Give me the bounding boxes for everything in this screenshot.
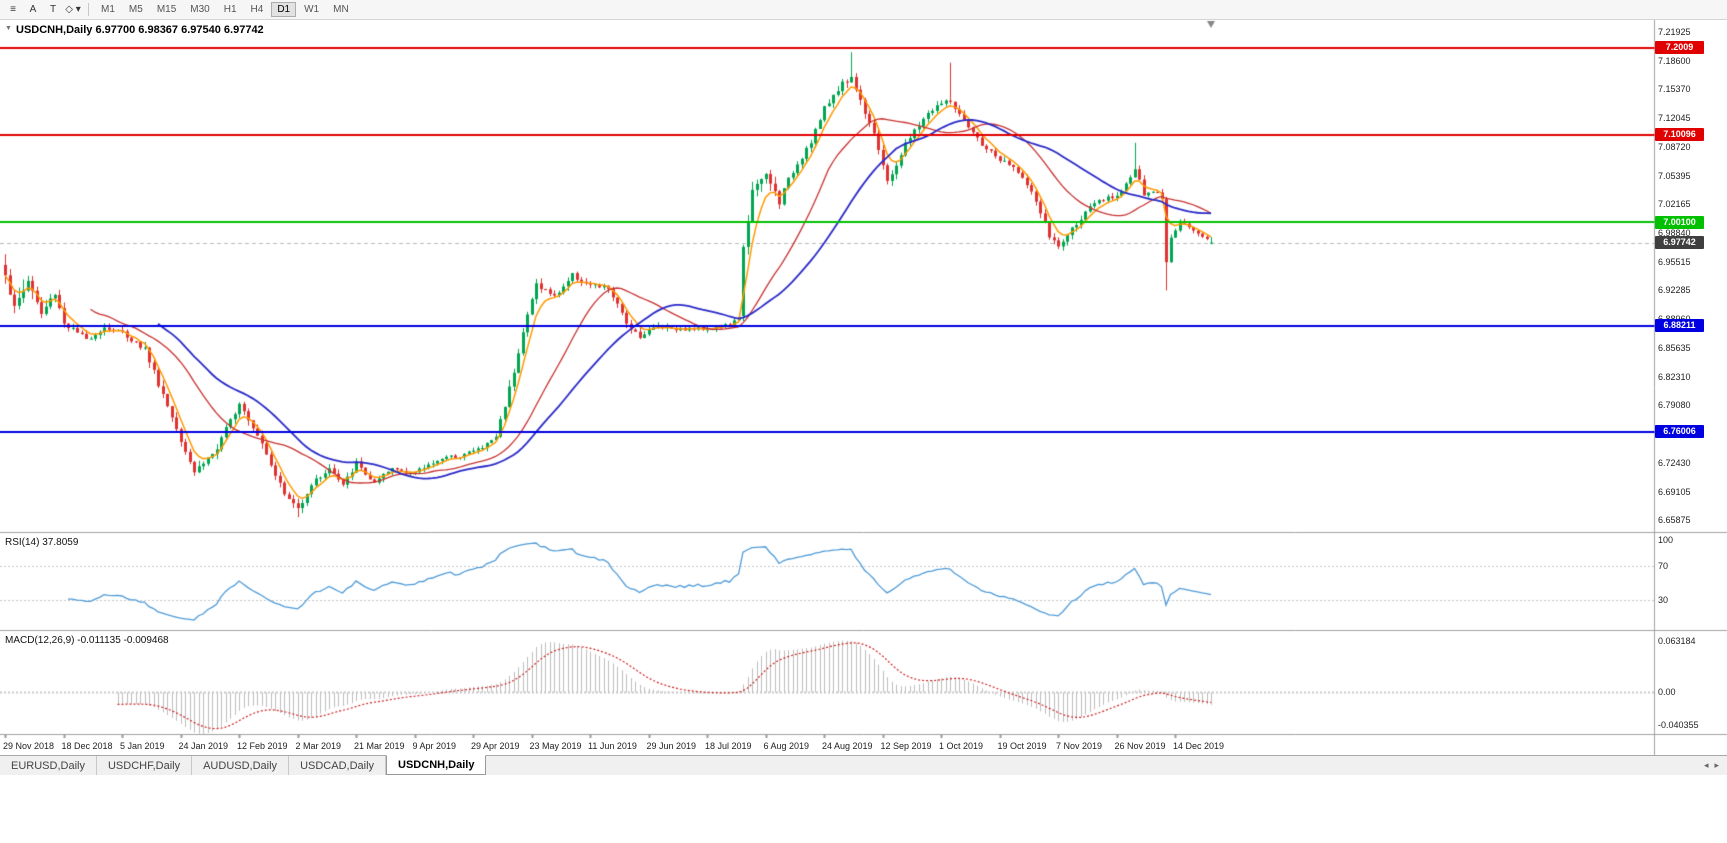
tab-scroll-right-button[interactable]: ▸ bbox=[1714, 760, 1719, 770]
chart-tab-bar: EURUSD,Daily USDCHF,Daily AUDUSD,Daily USDC… bbox=[0, 755, 1727, 775]
toolbar-separator bbox=[88, 3, 89, 16]
tab-scroll-left-button[interactable]: ◂ bbox=[1703, 760, 1709, 770]
tab-scroll-arrows: ◂ ▸ bbox=[1704, 756, 1727, 775]
tab-usdcnh[interactable]: USDCNH,Daily bbox=[386, 755, 487, 775]
timeframe-m30-button[interactable]: M30 bbox=[184, 2, 215, 17]
timeframe-m5-button[interactable]: M5 bbox=[123, 2, 149, 17]
timeframe-m1-button[interactable]: M1 bbox=[95, 2, 121, 17]
drawing-tools-group: ≡ A T ◇ ▾ bbox=[4, 2, 82, 18]
timeframe-mn-button[interactable]: MN bbox=[327, 2, 355, 17]
timeframe-w1-button[interactable]: W1 bbox=[298, 2, 325, 17]
shapes-tool-icon[interactable]: ◇ ▾ bbox=[64, 2, 82, 18]
timeframe-h4-button[interactable]: H4 bbox=[245, 2, 270, 17]
charts-menu-icon[interactable]: ≡ bbox=[4, 2, 22, 18]
tab-usdcad[interactable]: USDCAD,Daily bbox=[289, 756, 387, 775]
timeframe-h1-button[interactable]: H1 bbox=[218, 2, 243, 17]
chart-tabs: EURUSD,Daily USDCHF,Daily AUDUSD,Daily USDC… bbox=[0, 755, 487, 775]
cursor-tool-icon[interactable]: A bbox=[24, 2, 42, 18]
timeframe-m15-button[interactable]: M15 bbox=[151, 2, 182, 17]
tab-audusd[interactable]: AUDUSD,Daily bbox=[192, 756, 290, 775]
timeframe-group: M1 M5 M15 M30 H1 H4 D1 W1 MN bbox=[95, 2, 355, 17]
text-tool-icon[interactable]: T bbox=[44, 2, 62, 18]
chart-area: ▼ USDCNH,Daily 6.97700 6.98367 6.97540 6… bbox=[0, 20, 1727, 755]
tab-usdchf[interactable]: USDCHF,Daily bbox=[97, 756, 193, 775]
tab-eurusd[interactable]: EURUSD,Daily bbox=[0, 756, 97, 775]
toolbar: ≡ A T ◇ ▾ M1 M5 M15 M30 H1 H4 D1 W1 MN bbox=[0, 0, 1727, 20]
price-chart-canvas[interactable] bbox=[0, 20, 1727, 755]
timeframe-d1-button[interactable]: D1 bbox=[271, 2, 297, 17]
